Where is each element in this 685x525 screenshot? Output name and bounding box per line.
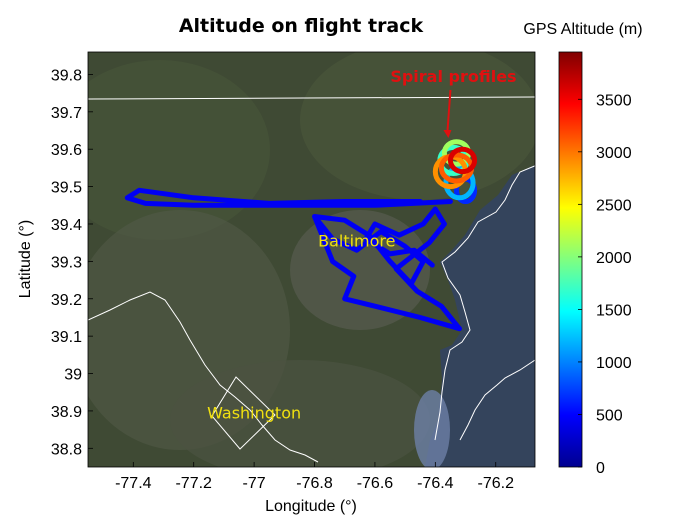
- flight-track-segment: [124, 187, 453, 208]
- colorbar-tick-label: 1000: [596, 355, 632, 372]
- y-axis-label: Latitude (°): [17, 220, 34, 298]
- y-tick-label: 39.2: [51, 292, 82, 309]
- colorbar-tick-label: 2000: [596, 250, 632, 267]
- y-tick-label: 39.4: [51, 217, 82, 234]
- y-tick-label: 39: [64, 367, 82, 384]
- x-tick-label: -76.4: [417, 475, 454, 492]
- x-tick-label: -76.6: [357, 475, 394, 492]
- colorbar-tick-label: 0: [596, 460, 605, 477]
- flight-track-segment: [312, 206, 462, 332]
- dc-boundary: [211, 376, 276, 450]
- y-tick-label: 39.7: [51, 105, 82, 122]
- colorbar-tick-label: 2500: [596, 197, 632, 214]
- spiral-profiles-label: Spiral profiles: [390, 67, 516, 86]
- x-tick-label: -77.4: [115, 475, 152, 492]
- x-tick-label: -76.8: [296, 475, 333, 492]
- x-tick-label: -77: [243, 475, 266, 492]
- spiral-profile-loop: [443, 165, 476, 201]
- annotations: Spiral profiles Baltimore Washington: [207, 67, 516, 422]
- x-axis-label: Longitude (°): [265, 498, 357, 515]
- x-tick-label: -76.2: [478, 475, 515, 492]
- colorbar-tick-label: 3500: [596, 92, 632, 109]
- x-axis: -77.4 -77.2 -77 -76.8 -76.6 -76.4 -76.2: [115, 462, 514, 492]
- y-tick-label: 38.9: [51, 404, 82, 421]
- river-boundary-line: [88, 291, 319, 463]
- coastline-east: [459, 359, 535, 441]
- colorbar-title: GPS Altitude (m): [523, 21, 642, 38]
- colorbar: GPS Altitude (m) 0 500 1000 1500 2000 2500 300…: [523, 21, 642, 477]
- y-axis: 38.8 38.9 39 39.1 39.2 39.3 39.4 39.5 39.6 39.7 39…: [51, 67, 93, 458]
- y-tick-label: 39.1: [51, 329, 82, 346]
- spiral-profiles-arrowhead: [443, 129, 452, 138]
- y-tick-label: 39.8: [51, 67, 82, 84]
- state-boundary-line: [88, 96, 535, 100]
- coastline: [434, 165, 535, 441]
- baltimore-label: Baltimore: [318, 231, 395, 250]
- colorbar-tick-label: 500: [596, 407, 623, 424]
- y-tick-label: 38.8: [51, 441, 82, 458]
- flight-track: [124, 139, 478, 332]
- colorbar-tick-label: 3000: [596, 145, 632, 162]
- spiral-profile-loop: [447, 146, 478, 175]
- y-tick-label: 39.3: [51, 254, 82, 271]
- colorbar-gradient: [558, 51, 583, 468]
- colorbar-tick-label: 1500: [596, 302, 632, 319]
- plot-frame: [87, 51, 536, 468]
- spiral-profiles-arrow: [446, 89, 452, 133]
- chart-title: Altitude on flight track: [179, 15, 424, 37]
- y-tick-label: 39.6: [51, 142, 82, 159]
- washington-label: Washington: [207, 403, 301, 422]
- x-tick-label: -77.2: [175, 475, 212, 492]
- bay-water: [425, 165, 535, 467]
- y-tick-label: 39.5: [51, 180, 82, 197]
